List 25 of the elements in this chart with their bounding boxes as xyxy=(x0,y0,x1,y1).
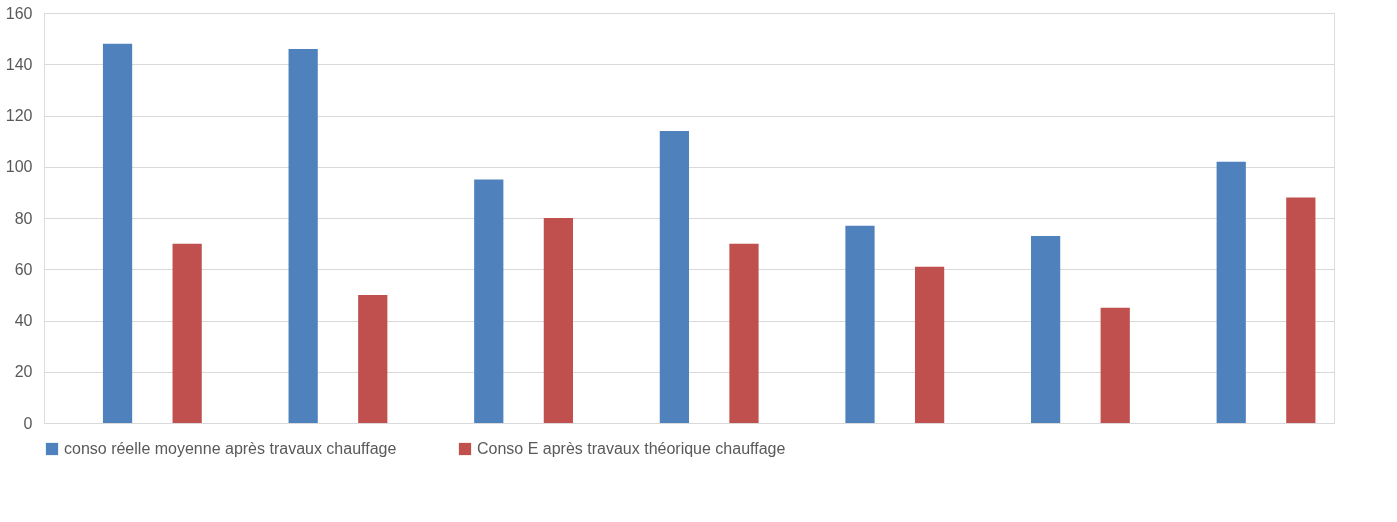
bar xyxy=(172,243,202,423)
bar xyxy=(474,179,504,423)
bar xyxy=(914,266,945,423)
legend-label: conso réelle moyenne après travaux chauffage xyxy=(64,440,397,457)
y-tick-label: 160 xyxy=(5,4,33,22)
y-tick-label: 140 xyxy=(5,55,33,73)
bar xyxy=(288,48,318,423)
y-tick-label: 100 xyxy=(5,158,33,176)
bar xyxy=(1216,161,1246,423)
bar xyxy=(543,218,573,423)
bar xyxy=(358,294,388,423)
y-tick-label: 60 xyxy=(14,260,33,278)
legend-label: Conso E après travaux théorique chauffage xyxy=(477,440,786,457)
bar xyxy=(729,243,759,423)
y-tick-label: 20 xyxy=(14,363,33,381)
bar xyxy=(659,130,689,423)
y-tick-label: 0 xyxy=(23,414,33,432)
y-tick-label: 120 xyxy=(5,107,33,124)
y-tick-label: 40 xyxy=(14,312,33,329)
bar xyxy=(102,43,133,423)
bar xyxy=(1100,307,1130,423)
bar xyxy=(1286,197,1316,423)
bar xyxy=(1030,235,1061,423)
bar xyxy=(845,225,875,423)
y-tick-label: 80 xyxy=(14,209,33,227)
